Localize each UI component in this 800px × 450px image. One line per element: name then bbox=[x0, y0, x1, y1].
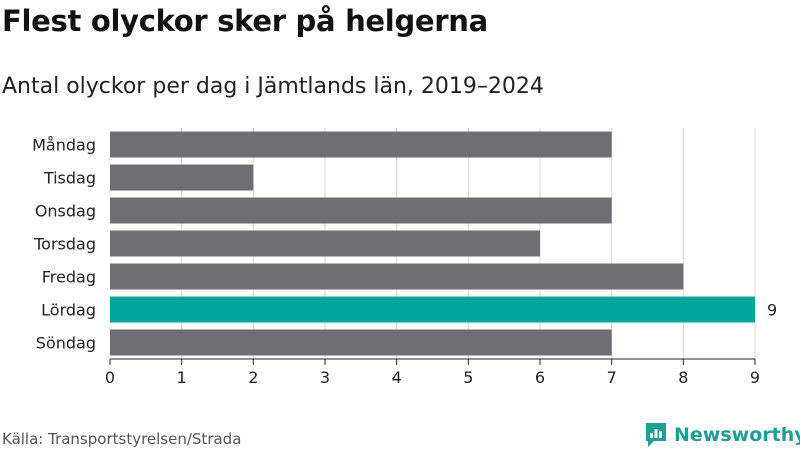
data-label: 9 bbox=[767, 301, 777, 320]
category-label: Fredag bbox=[42, 268, 96, 287]
x-tick-label: 6 bbox=[535, 368, 545, 387]
x-tick-label: 5 bbox=[463, 368, 473, 387]
bar-lördag bbox=[110, 296, 755, 323]
bar-chart: Måndag Tisdag Onsdag Torsdag Fredag Lördag 9 Sö… bbox=[32, 128, 777, 387]
x-tick-label: 0 bbox=[105, 368, 115, 387]
x-tick-label: 9 bbox=[750, 368, 760, 387]
category-label: Måndag bbox=[32, 136, 96, 155]
bar-måndag bbox=[110, 131, 612, 158]
bar-torsdag bbox=[110, 230, 540, 257]
bar-fredag bbox=[110, 263, 684, 290]
x-tick-label: 3 bbox=[320, 368, 330, 387]
category-label: Onsdag bbox=[35, 202, 96, 221]
newsworthy-logo-icon bbox=[646, 423, 666, 447]
chart-subtitle: Antal olyckor per dag i Jämtlands län, 2… bbox=[2, 74, 544, 99]
category-label: Lördag bbox=[41, 301, 96, 320]
chart-title: Flest olyckor sker på helgerna bbox=[2, 4, 488, 38]
x-tick-label: 2 bbox=[248, 368, 258, 387]
source-note: Källa: Transportstyrelsen/Strada bbox=[2, 430, 242, 448]
category-label: Söndag bbox=[36, 334, 96, 353]
category-label: Torsdag bbox=[33, 235, 96, 254]
x-tick-label: 1 bbox=[177, 368, 187, 387]
brand-logo: Newsworthy bbox=[644, 420, 800, 450]
bar-onsdag bbox=[110, 197, 612, 224]
x-tick-label: 7 bbox=[607, 368, 617, 387]
bar-söndag bbox=[110, 329, 612, 356]
category-label: Tisdag bbox=[43, 169, 96, 188]
x-tick-label: 8 bbox=[678, 368, 688, 387]
bar-tisdag bbox=[110, 164, 254, 191]
brand-name: Newsworthy bbox=[674, 424, 800, 446]
x-tick-label: 4 bbox=[392, 368, 402, 387]
